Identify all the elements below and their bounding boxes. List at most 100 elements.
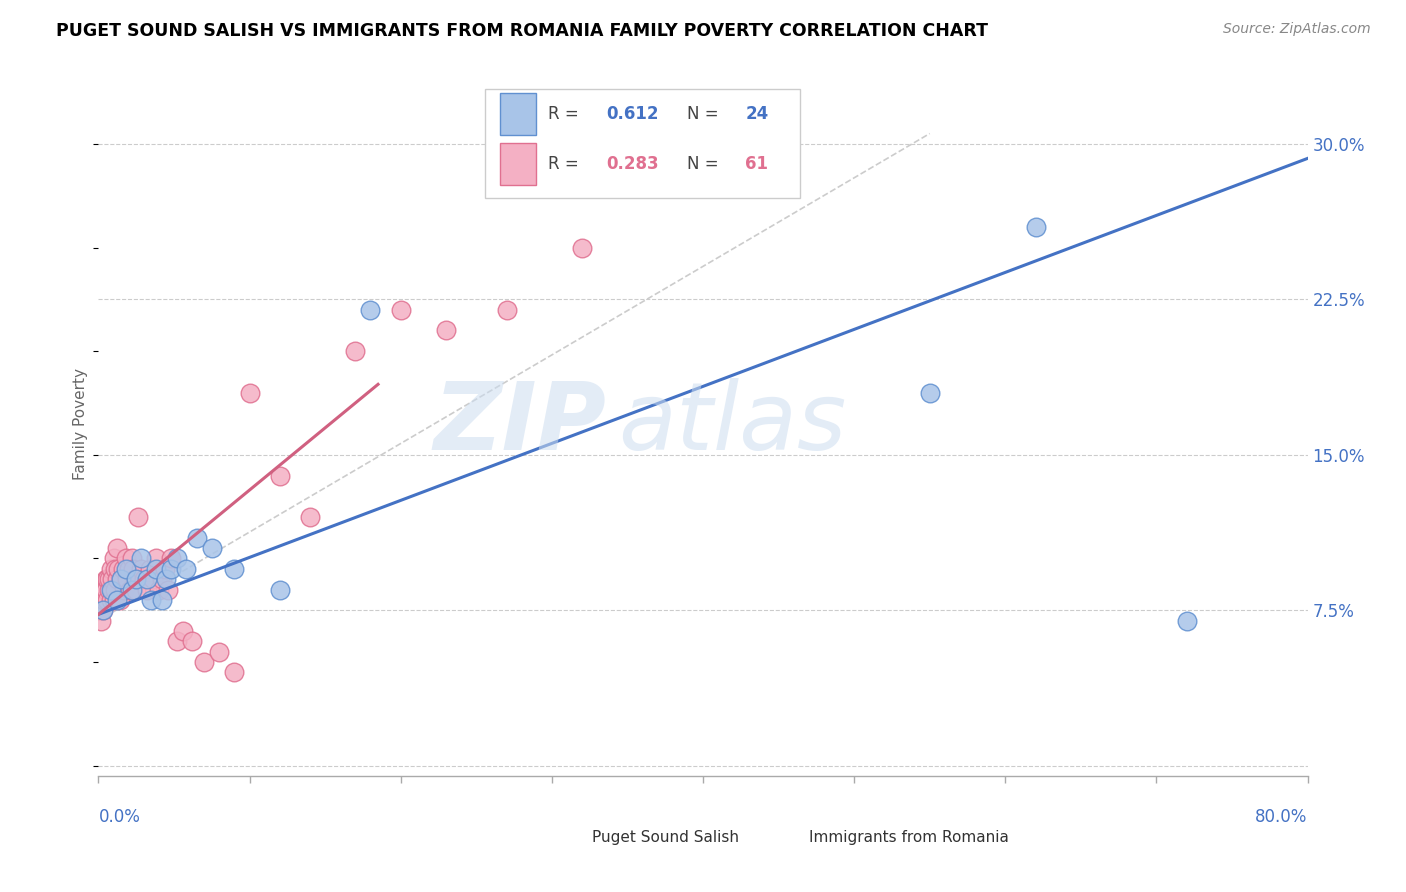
FancyBboxPatch shape [558,823,585,852]
Point [129,562,152,576]
Point [125,572,148,586]
Point [94,572,117,586]
Text: Puget Sound Salish: Puget Sound Salish [592,830,738,845]
FancyBboxPatch shape [776,823,803,852]
Point [495,302,517,317]
Point [360,302,382,317]
Point [135,582,157,597]
Text: PUGET SOUND SALISH VS IMMIGRANTS FROM ROMANIA FAMILY POVERTY CORRELATION CHART: PUGET SOUND SALISH VS IMMIGRANTS FROM RO… [56,22,988,40]
Point [571,241,593,255]
FancyBboxPatch shape [501,143,536,186]
Point [127,510,149,524]
Point [389,302,412,317]
Point [115,572,138,586]
Point [98,572,121,586]
Point [90,614,112,628]
Point [100,562,122,576]
Point [142,572,165,586]
Point [141,593,163,607]
Point [93,582,115,597]
Point [166,634,188,648]
Point [224,562,246,576]
Point [91,603,114,617]
Point [1175,614,1198,628]
Point [114,562,136,576]
Point [193,655,215,669]
Point [105,541,128,555]
Point [150,593,173,607]
Point [150,572,173,586]
Point [91,603,114,617]
FancyBboxPatch shape [485,89,800,198]
Point [434,323,457,337]
Point [89,603,111,617]
Text: Source: ZipAtlas.com: Source: ZipAtlas.com [1223,22,1371,37]
Point [156,582,179,597]
Text: Immigrants from Romania: Immigrants from Romania [810,830,1010,845]
Text: 80.0%: 80.0% [1256,808,1308,826]
Point [224,665,246,680]
Point [121,551,143,566]
Point [104,562,127,576]
Point [93,593,115,607]
Text: 0.0%: 0.0% [98,808,141,826]
Point [98,582,121,597]
Text: atlas: atlas [619,378,846,469]
Point [122,562,145,576]
Point [105,593,128,607]
Point [103,551,125,566]
Point [208,645,231,659]
Point [269,468,291,483]
Point [299,510,322,524]
Point [344,344,367,359]
Point [107,562,129,576]
Text: 61: 61 [745,155,768,173]
Point [1024,219,1046,234]
Point [103,593,125,607]
Point [160,551,183,566]
Point [132,572,155,586]
Point [166,551,188,566]
Text: N =: N = [688,104,724,123]
Text: R =: R = [548,104,585,123]
Text: 24: 24 [745,104,769,123]
Point [160,562,183,576]
Point [121,582,143,597]
Text: R =: R = [548,155,585,173]
Point [108,593,131,607]
Point [110,572,132,586]
Point [174,562,197,576]
Point [139,562,162,576]
Point [112,582,135,597]
Point [148,582,170,597]
Point [186,531,208,545]
Point [110,572,132,586]
Point [100,582,122,597]
Point [104,582,127,597]
Point [153,562,176,576]
Point [145,562,167,576]
Point [125,582,148,597]
Text: ZIP: ZIP [433,377,606,470]
Point [124,572,146,586]
Point [96,572,118,586]
Y-axis label: Family Poverty: Family Poverty [73,368,89,480]
Point [918,385,941,400]
Point [105,572,128,586]
Point [118,562,141,576]
Point [101,572,124,586]
Point [120,582,142,597]
Point [101,582,124,597]
Point [155,572,177,586]
Text: 0.283: 0.283 [606,155,659,173]
Point [269,582,291,597]
Point [111,562,134,576]
FancyBboxPatch shape [501,93,536,135]
Point [145,551,167,566]
Point [181,634,204,648]
Point [96,593,118,607]
Point [135,572,157,586]
Point [239,385,262,400]
Point [114,551,136,566]
Point [129,551,152,566]
